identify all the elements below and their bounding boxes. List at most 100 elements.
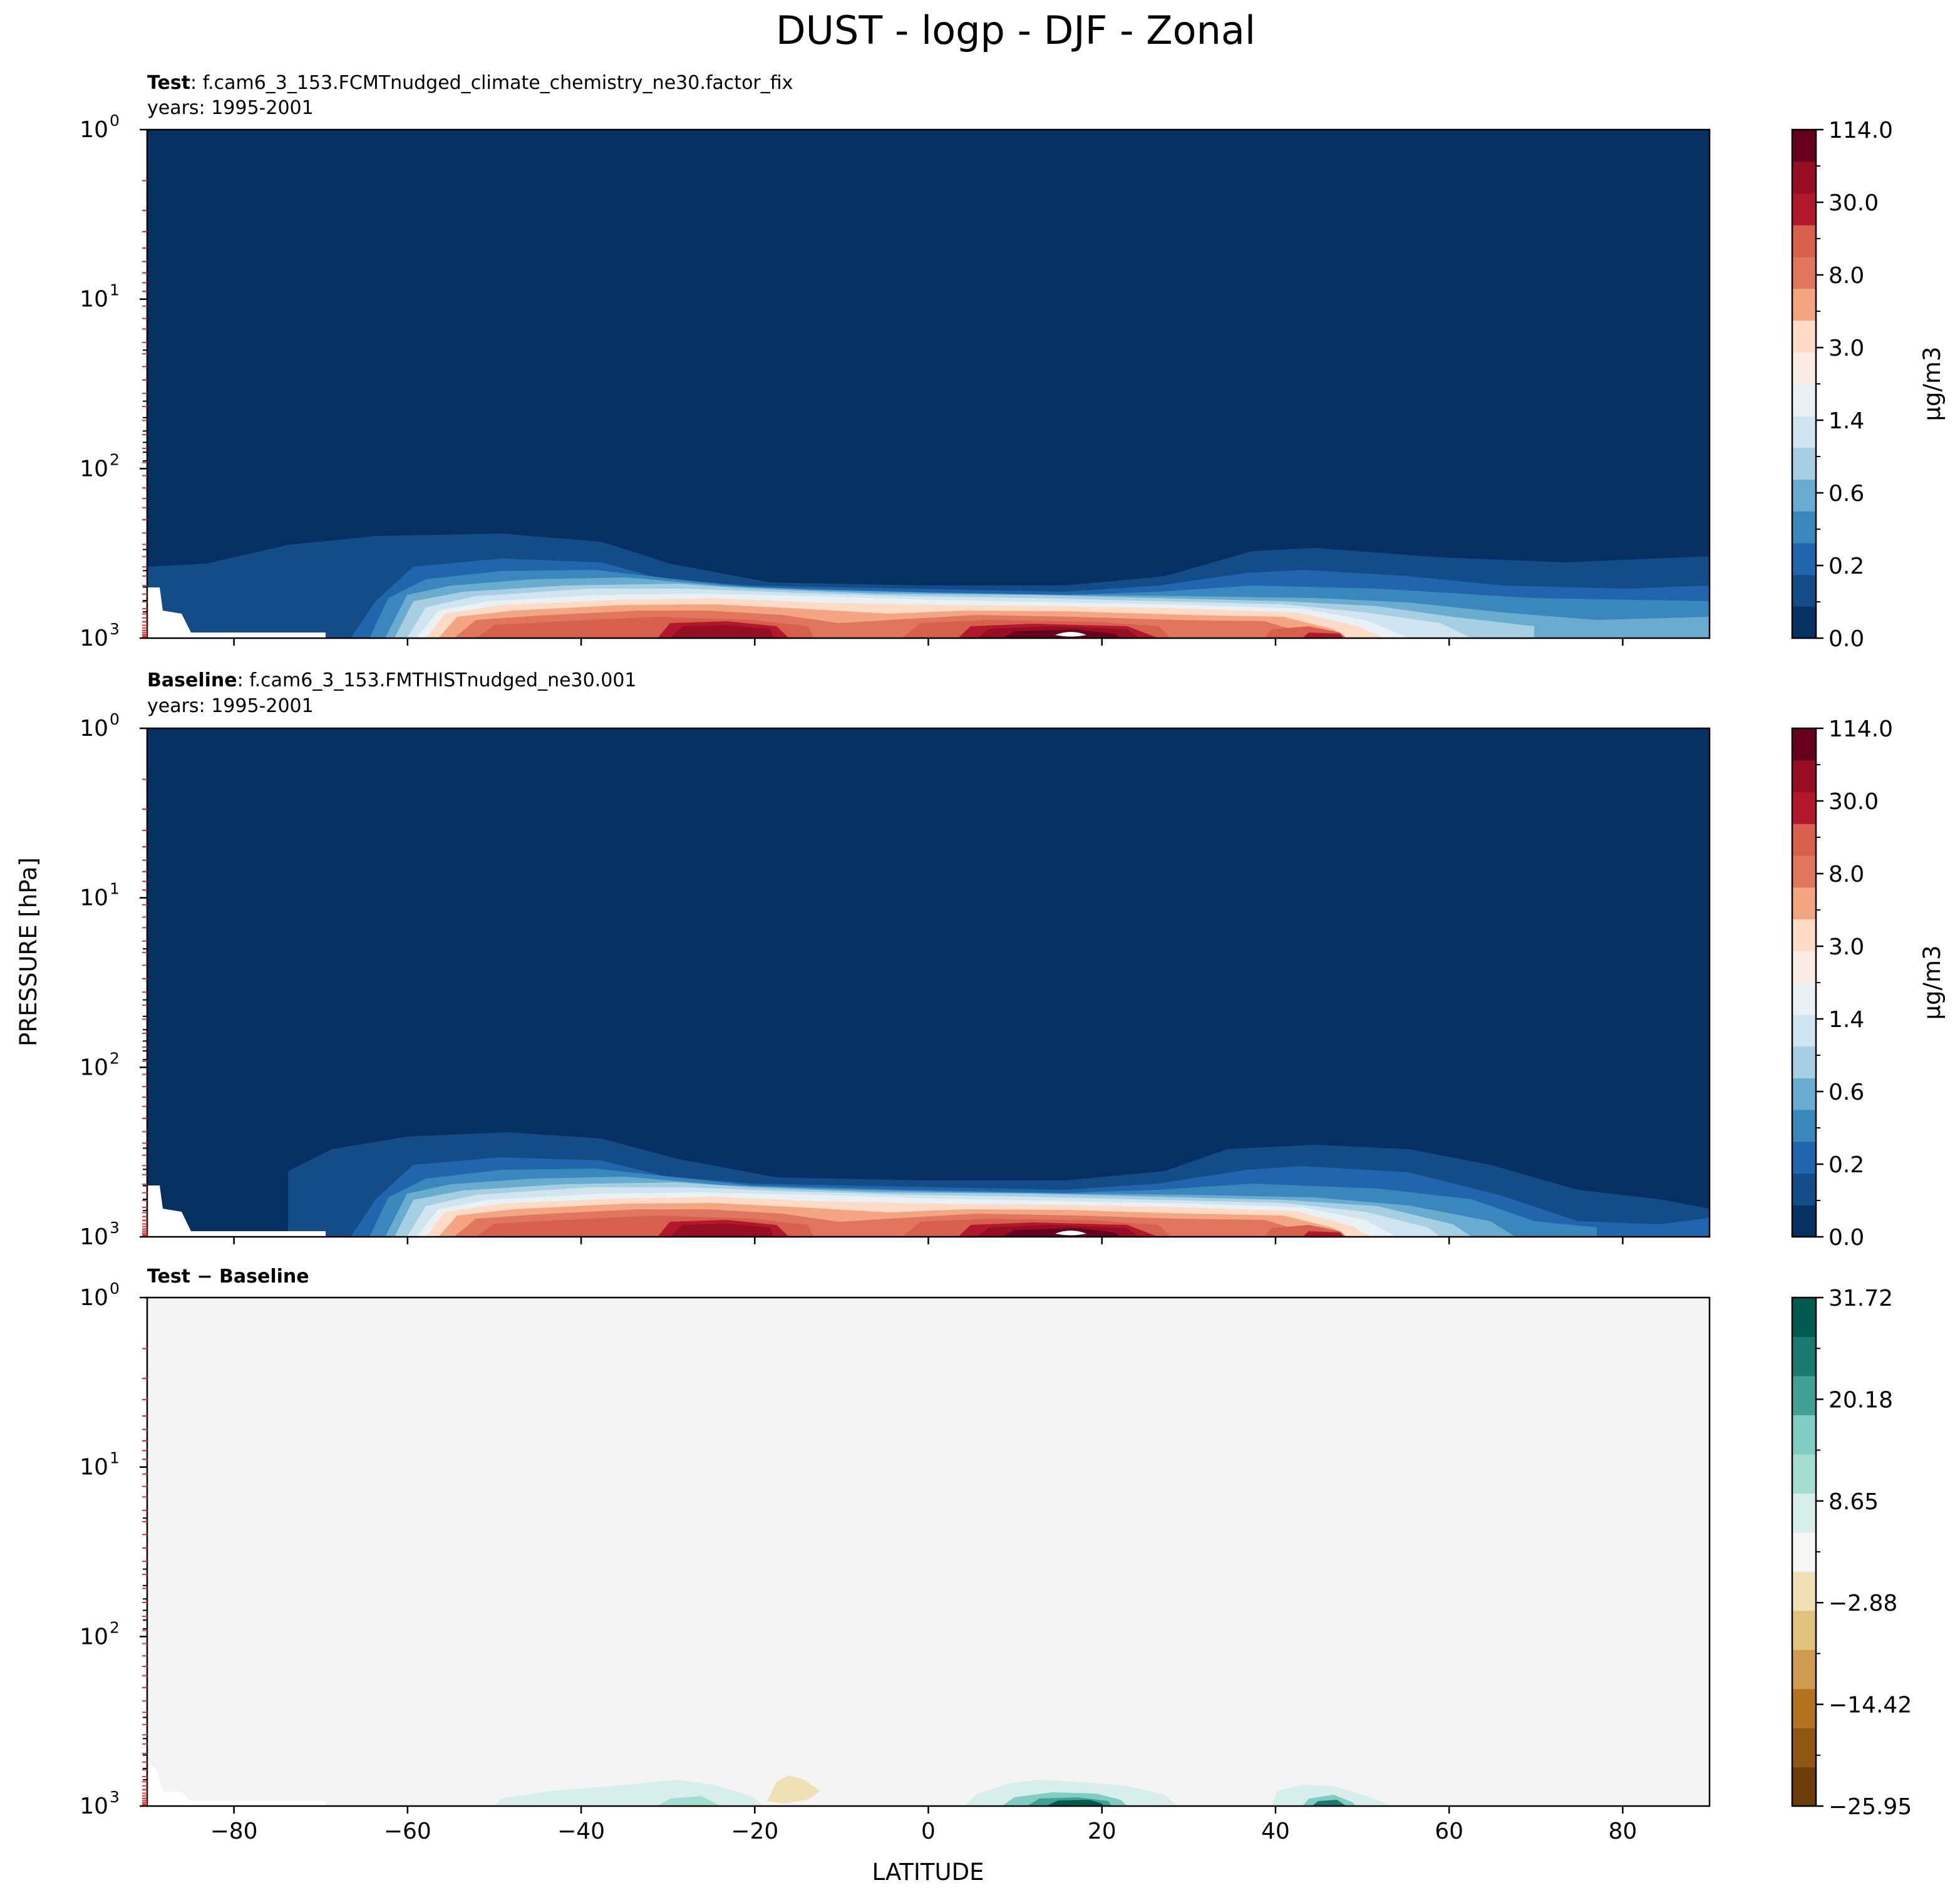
colorbar-segment <box>1792 728 1816 761</box>
colorbar-tick-label: 1.4 <box>1828 1007 1864 1033</box>
colorbar-segment <box>1792 1046 1816 1078</box>
test-panel: Test: f.cam6_3_153.FCMTnudged_climate_ch… <box>80 72 1946 652</box>
y-tick-exponent: 1 <box>110 1449 120 1467</box>
contour-field <box>147 1298 1710 1806</box>
y-tick-exponent: 2 <box>110 1049 120 1067</box>
colorbar-tick-label: 0.6 <box>1828 1080 1864 1105</box>
colorbar: 0.0 0.2 0.6 1.4 3.0 8.0 30.0 114.0 μg/m3 <box>1791 118 1946 652</box>
x-tick-label: −80 <box>210 1819 258 1844</box>
y-tick-exponent: 2 <box>110 1618 120 1636</box>
field-background <box>147 1298 1710 1806</box>
y-tick-exponent: 0 <box>110 710 120 728</box>
colorbar-segment <box>1792 1493 1816 1533</box>
colorbar-segment <box>1792 1767 1816 1807</box>
colorbar-tick-label: 114.0 <box>1828 716 1893 742</box>
colorbar-segment <box>1792 1415 1816 1455</box>
suptitle: DUST - logp - DJF - Zonal <box>776 8 1256 53</box>
colorbar-segment <box>1792 193 1816 225</box>
contour-band <box>1055 1231 1086 1236</box>
colorbar-tick-label: −14.42 <box>1828 1693 1912 1718</box>
panel-subtitle: years: 1995-2001 <box>147 695 314 717</box>
colorbar-tick-label: 114.0 <box>1828 118 1893 143</box>
panel-title: Baseline: f.cam6_3_153.FMTHISTnudged_ne3… <box>147 669 637 691</box>
contour-band <box>1055 632 1086 637</box>
panel-title: Test: f.cam6_3_153.FCMTnudged_climate_ch… <box>147 72 793 94</box>
colorbar-segment <box>1792 855 1816 888</box>
colorbar-tick-label: 30.0 <box>1828 789 1879 815</box>
colorbar-segment <box>1792 161 1816 194</box>
colorbar-tick-label: 3.0 <box>1828 336 1864 361</box>
colorbar-segment <box>1792 1453 1816 1494</box>
colorbar-segment <box>1792 320 1816 353</box>
colorbar-segment <box>1792 606 1816 639</box>
colorbar-segment <box>1792 1141 1816 1174</box>
colorbar-segment <box>1792 225 1816 257</box>
contour-band <box>1046 1800 1103 1806</box>
contour-band <box>767 1775 820 1804</box>
colorbar-segment <box>1792 257 1816 289</box>
x-tick-label: 20 <box>1088 1819 1117 1844</box>
colorbar-tick-label: −2.88 <box>1828 1591 1897 1616</box>
x-axis-label: LATITUDE <box>872 1859 984 1886</box>
colorbar-tick-label: 8.0 <box>1828 862 1864 887</box>
y-tick-exponent: 1 <box>110 880 120 898</box>
y-tick-exponent: 3 <box>110 1788 120 1806</box>
colorbar-tick-label: −25.95 <box>1828 1794 1912 1820</box>
colorbar-segment <box>1792 415 1816 448</box>
contour-field <box>147 130 1710 638</box>
y-tick-exponent: 1 <box>110 281 120 299</box>
colorbar-tick-label: 0.0 <box>1828 1225 1864 1251</box>
colorbar-tick-label: 20.18 <box>1828 1387 1893 1413</box>
contour-field <box>147 728 1710 1237</box>
x-tick-label: −60 <box>384 1819 431 1844</box>
contour-band <box>147 1185 326 1237</box>
contour-band <box>147 1760 326 1806</box>
x-tick-label: −20 <box>731 1819 778 1844</box>
colorbar-segment <box>1792 542 1816 576</box>
colorbar-segment <box>1792 1571 1816 1611</box>
colorbar-tick-label: 0.2 <box>1828 554 1864 579</box>
colorbar-segment <box>1792 887 1816 920</box>
colorbar-segment <box>1792 447 1816 480</box>
colorbar-segment <box>1792 919 1816 951</box>
y-tick-label: 10 <box>80 117 108 143</box>
colorbar-segment <box>1792 1298 1816 1338</box>
panel-title-bold: Test − Baseline <box>147 1266 309 1288</box>
colorbar-segment <box>1792 511 1816 544</box>
y-tick-exponent: 2 <box>110 450 120 468</box>
x-tick-label: −40 <box>557 1819 605 1844</box>
x-tick-label: 60 <box>1435 1819 1463 1844</box>
colorbar-segment <box>1792 1610 1816 1650</box>
y-tick-exponent: 3 <box>110 620 120 638</box>
colorbar: 0.0 0.2 0.6 1.4 3.0 8.0 30.0 114.0 μg/m3 <box>1791 716 1946 1251</box>
colorbar-segment <box>1792 1688 1816 1728</box>
x-ticks <box>233 1237 1624 1244</box>
colorbar-segment <box>1792 288 1816 321</box>
x-tick-label: 0 <box>921 1819 936 1844</box>
contour-band <box>658 1796 720 1806</box>
panel-title-bold: Baseline <box>147 669 237 691</box>
colorbar-segment <box>1792 384 1816 416</box>
colorbar-segment <box>1792 1110 1816 1142</box>
x-tick-label: 40 <box>1261 1819 1290 1844</box>
colorbar-tick-label: 1.4 <box>1828 408 1864 434</box>
colorbar-segment <box>1792 1336 1816 1376</box>
colorbar-segment <box>1792 1728 1816 1768</box>
baseline-panel: Baseline: f.cam6_3_153.FMTHISTnudged_ne3… <box>80 669 1946 1251</box>
colorbar-tick-label: 0.2 <box>1828 1152 1864 1178</box>
colorbar-segment <box>1792 1650 1816 1690</box>
y-tick-label: 10 <box>80 716 108 741</box>
colorbar-segment <box>1792 130 1816 162</box>
panel-title: Test − Baseline <box>147 1266 309 1288</box>
colorbar-segment <box>1792 352 1816 385</box>
y-tick-exponent: 0 <box>110 111 120 130</box>
colorbar-segment <box>1792 1532 1816 1572</box>
colorbar-tick-label: 3.0 <box>1828 934 1864 960</box>
colorbar-tick-label: 30.0 <box>1828 190 1879 216</box>
y-tick-exponent: 3 <box>110 1219 120 1237</box>
colorbar-label: μg/m3 <box>1919 945 1946 1020</box>
